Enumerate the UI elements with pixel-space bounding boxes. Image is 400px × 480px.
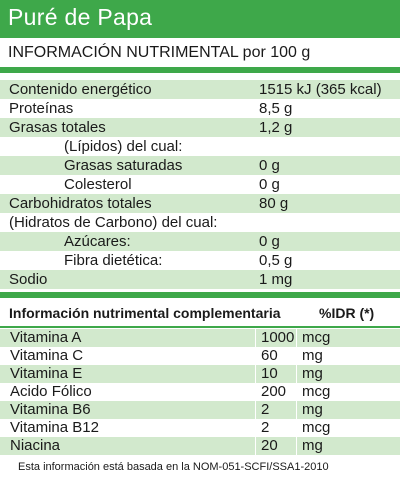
row-value: 1515 kJ (365 kcal) bbox=[259, 81, 382, 98]
vitamin-amount: 20 bbox=[261, 437, 278, 454]
vitamin-unit: mg bbox=[302, 437, 323, 454]
row-label: (Hidratos de Carbono) del cual: bbox=[9, 214, 218, 231]
row-value: 0,5 g bbox=[259, 252, 293, 269]
nutrition-row-energy: Contenido energético 1515 kJ (365 kcal) bbox=[0, 80, 400, 99]
vitamin-name: Vitamina A bbox=[10, 329, 82, 346]
row-value: 0 g bbox=[259, 157, 280, 174]
row-label: Colesterol bbox=[64, 176, 132, 193]
vitamin-name: Vitamina B12 bbox=[10, 419, 99, 436]
row-label: Grasas saturadas bbox=[64, 157, 183, 174]
row-label: Contenido energético bbox=[9, 81, 152, 98]
vitamin-row-a: Vitamina A 1000 mcg bbox=[0, 329, 400, 347]
vitamin-unit: mcg bbox=[302, 383, 331, 400]
column-divider bbox=[296, 401, 297, 419]
vitamin-row-c: Vitamina C 60 mg bbox=[0, 347, 400, 365]
row-label: Proteínas bbox=[9, 100, 74, 117]
row-value: 80 g bbox=[259, 195, 289, 212]
vitamin-amount: 10 bbox=[261, 365, 278, 382]
column-divider bbox=[255, 401, 256, 419]
nutrition-row-total-fat: Grasas totales 1,2 g bbox=[0, 118, 400, 137]
row-value: 1 mg bbox=[259, 271, 293, 288]
row-label: (Lípidos) del cual: bbox=[64, 138, 183, 155]
row-label: Fibra dietética: bbox=[64, 252, 163, 269]
row-label: Carbohidratos totales bbox=[9, 195, 152, 212]
footnote: Esta información está basada en la NOM-0… bbox=[18, 461, 329, 473]
vitamin-amount: 60 bbox=[261, 347, 278, 364]
row-value: 1,2 g bbox=[259, 119, 293, 136]
row-value: 0 g bbox=[259, 233, 280, 250]
nutrition-row-sugars: Azúcares: 0 g bbox=[0, 232, 400, 251]
vitamin-name: Acido Fólico bbox=[10, 383, 92, 400]
vitamin-amount: 2 bbox=[261, 401, 270, 418]
vitamin-unit: mg bbox=[302, 401, 323, 418]
vitamin-name: Vitamina C bbox=[10, 347, 84, 364]
vitamin-row-niacin: Niacina 20 mg bbox=[0, 437, 400, 455]
vitamin-amount: 1000 bbox=[261, 329, 295, 346]
nutrition-row-carb-note: (Hidratos de Carbono) del cual: bbox=[0, 213, 400, 232]
complementary-heading: Información nutrimental complementaria bbox=[9, 305, 281, 321]
vitamin-row-folic-acid: Acido Fólico 200 mcg bbox=[0, 383, 400, 401]
vitamin-name: Vitamina E bbox=[10, 365, 83, 382]
nutrition-row-protein: Proteínas 8,5 g bbox=[0, 99, 400, 118]
nutrition-row-lipids: (Lípidos) del cual: bbox=[0, 137, 400, 156]
vitamin-name: Vitamina B6 bbox=[10, 401, 91, 418]
vitamin-unit: mg bbox=[302, 347, 323, 364]
nutrition-row-fiber: Fibra dietética: 0,5 g bbox=[0, 251, 400, 270]
vitamin-amount: 2 bbox=[261, 419, 270, 436]
product-title: Puré de Papa bbox=[8, 4, 153, 30]
nutrition-row-carbohydrates: Carbohidratos totales 80 g bbox=[0, 194, 400, 213]
nutrition-row-saturated-fat: Grasas saturadas 0 g bbox=[0, 156, 400, 175]
column-divider bbox=[255, 329, 256, 347]
nutrition-row-sodium: Sodio 1 mg bbox=[0, 270, 400, 289]
column-divider bbox=[255, 365, 256, 383]
divider-middle bbox=[0, 292, 400, 298]
vitamin-row-e: Vitamina E 10 mg bbox=[0, 365, 400, 383]
row-label: Azúcares: bbox=[64, 233, 131, 250]
column-divider bbox=[296, 365, 297, 383]
row-value: 0 g bbox=[259, 176, 280, 193]
column-divider bbox=[296, 329, 297, 347]
idr-header: %IDR (*) bbox=[319, 305, 375, 321]
row-value: 8,5 g bbox=[259, 100, 293, 117]
vitamin-unit: mg bbox=[302, 365, 323, 382]
divider-complementary bbox=[0, 326, 400, 328]
row-label: Grasas totales bbox=[9, 119, 106, 136]
vitamin-unit: mcg bbox=[302, 329, 331, 346]
nutrition-row-cholesterol: Colesterol 0 g bbox=[0, 175, 400, 194]
row-label: Sodio bbox=[9, 271, 48, 288]
title-bar: Puré de Papa bbox=[0, 0, 400, 38]
nutrition-subtitle: INFORMACIÓN NUTRIMENTAL por 100 g bbox=[8, 44, 311, 61]
vitamin-name: Niacina bbox=[10, 437, 61, 454]
vitamin-unit: mcg bbox=[302, 419, 331, 436]
divider-top bbox=[0, 67, 400, 73]
vitamin-amount: 200 bbox=[261, 383, 287, 400]
column-divider bbox=[296, 437, 297, 455]
vitamin-row-b12: Vitamina B12 2 mcg bbox=[0, 419, 400, 437]
vitamin-row-b6: Vitamina B6 2 mg bbox=[0, 401, 400, 419]
column-divider bbox=[255, 437, 256, 455]
